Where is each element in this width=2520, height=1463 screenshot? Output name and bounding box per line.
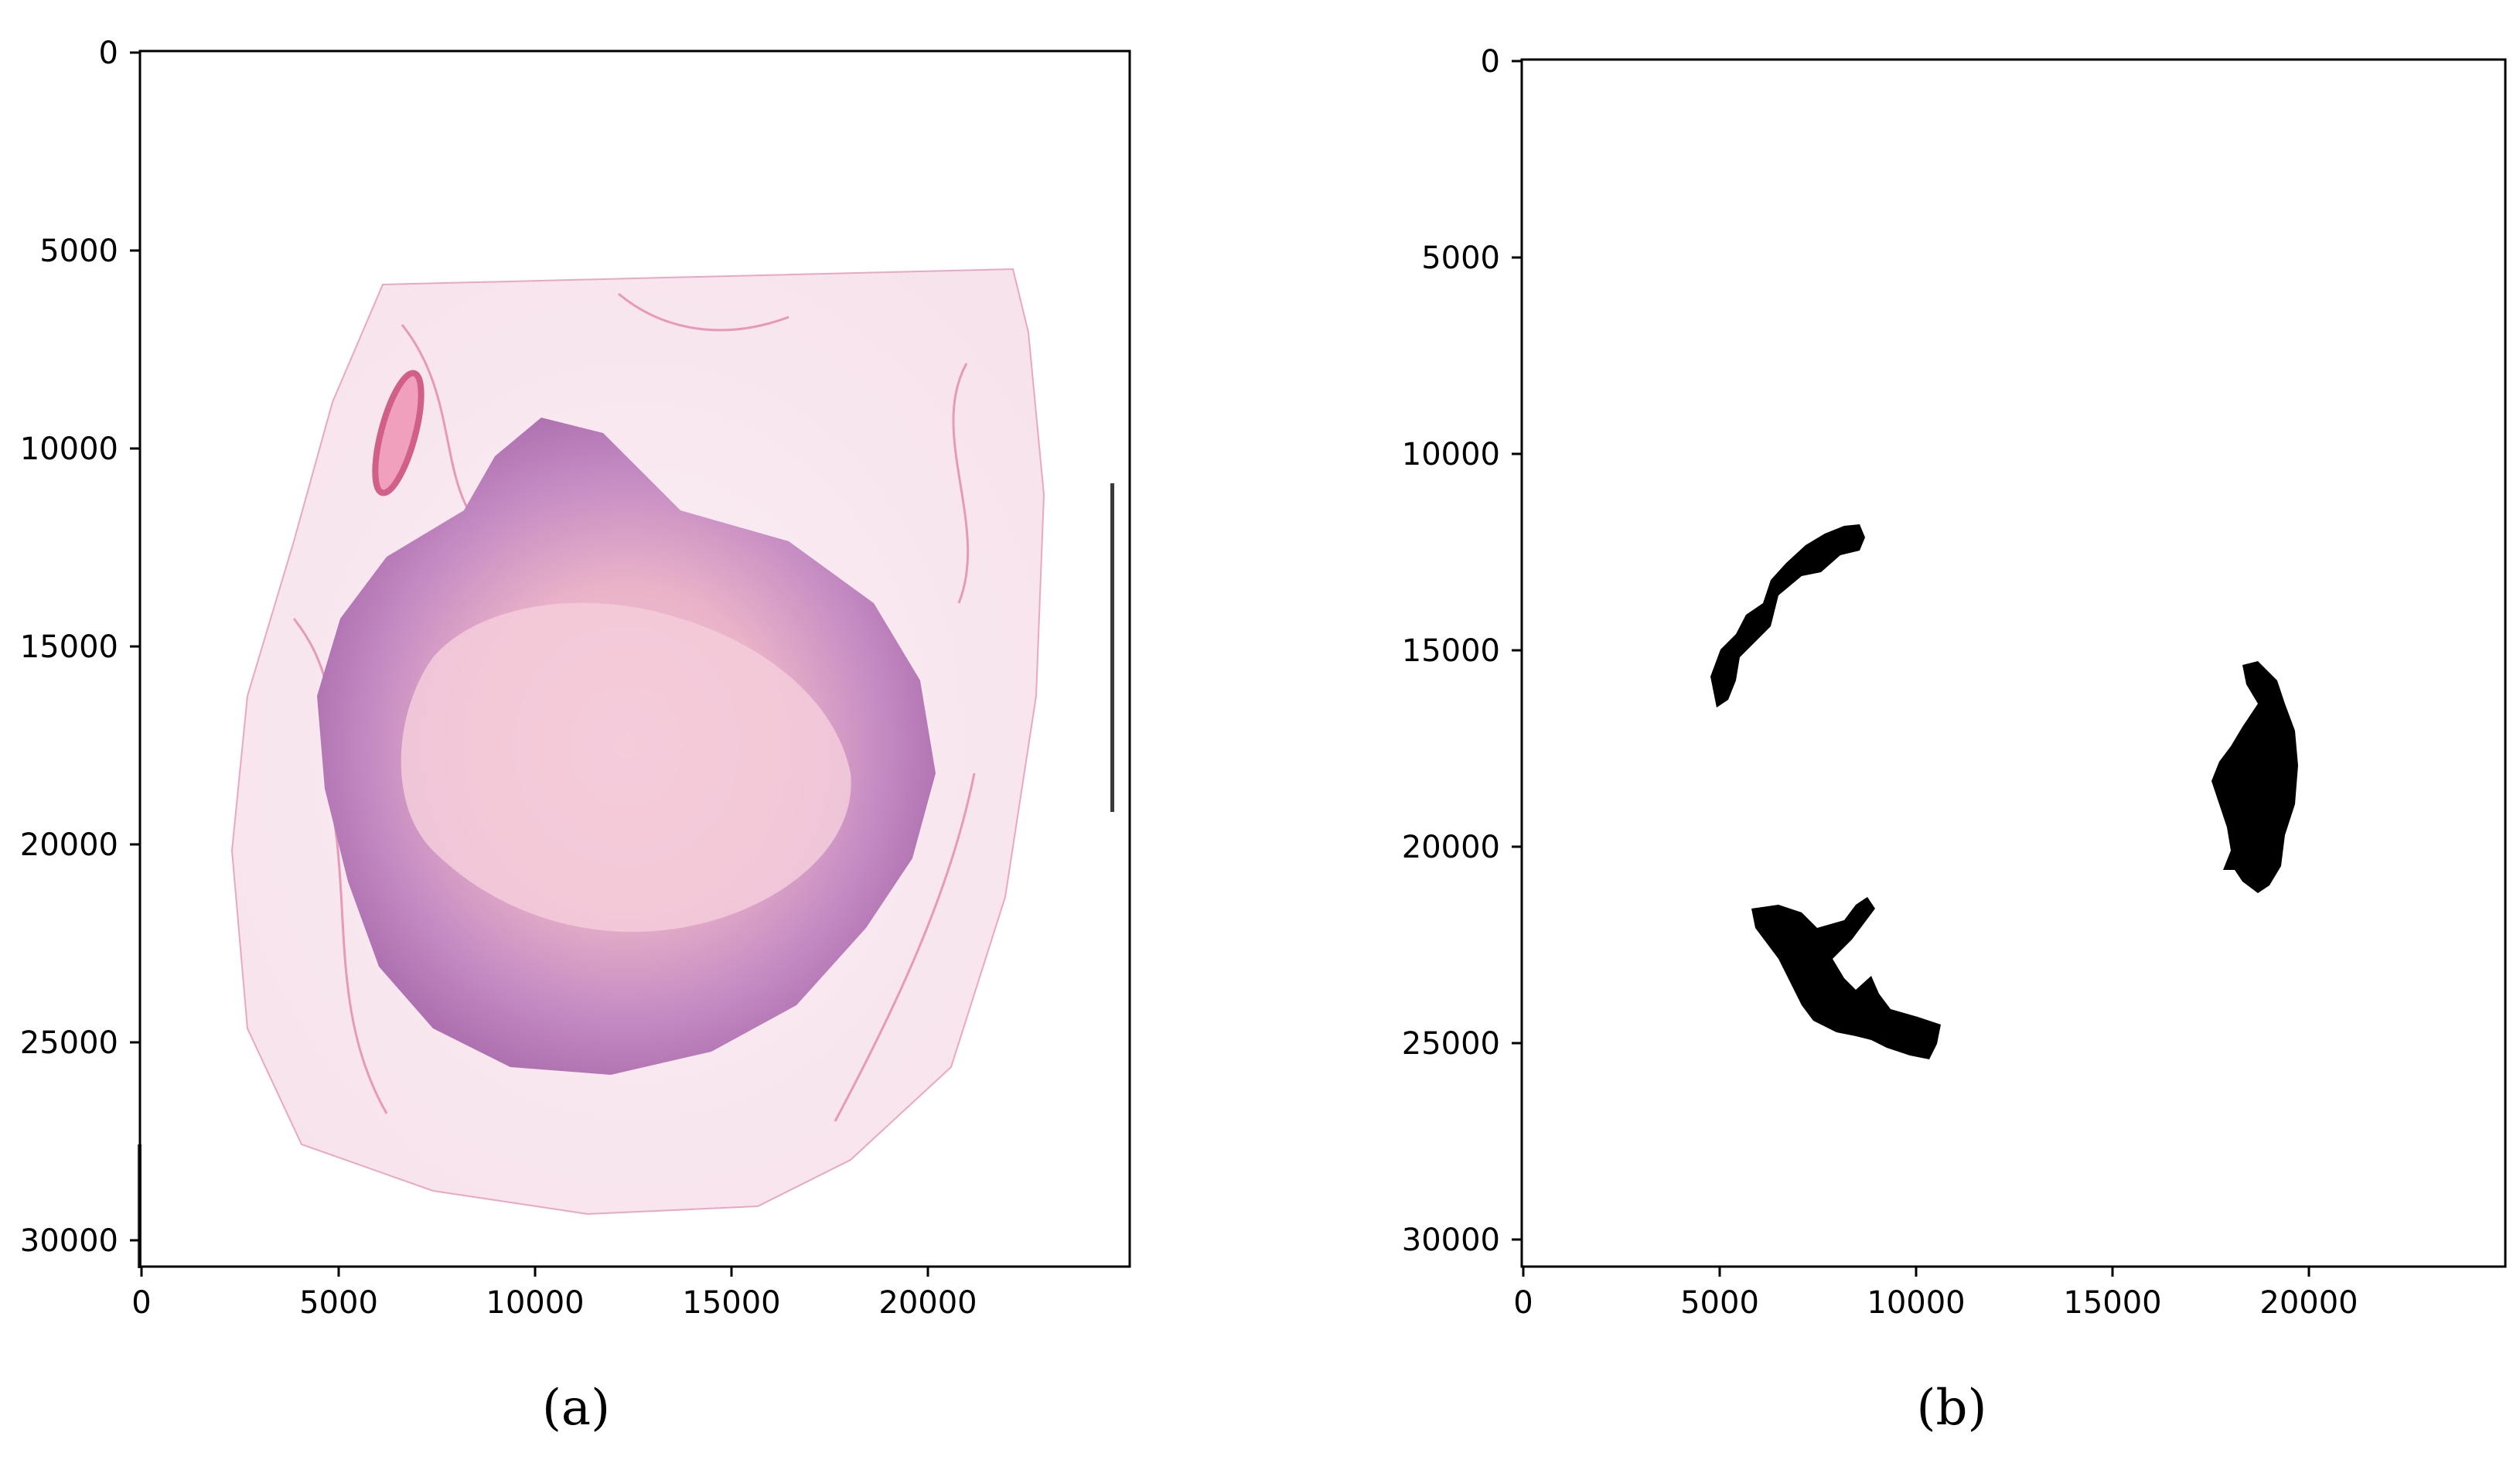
y-tick-label: 10000 [1402,437,1500,472]
caption-b: (b) [1917,1379,1987,1437]
y-tick-label: 10000 [20,431,118,467]
axes-frame-b [1520,58,2507,1268]
x-tick-label: 20000 [2259,1285,2358,1321]
y-tick-label: 25000 [20,1025,118,1061]
y-tick-label: 30000 [1402,1223,1500,1258]
y-tick-label: 5000 [39,234,118,269]
y-tick-labels-a: 0 5000 10000 15000 20000 25000 30000 [20,36,118,1259]
y-tick-label: 0 [1481,44,1500,80]
x-tick-labels-b: 0 5000 10000 15000 20000 [1513,1285,2358,1321]
x-tick-label: 15000 [2063,1285,2161,1321]
y-ticks-b [1512,60,1522,1241]
y-tick-label: 20000 [1402,830,1500,865]
y-tick-label: 20000 [20,827,118,863]
mask-region [1710,524,1865,708]
axes-frame-a [138,49,1131,1268]
x-tick-label: 10000 [1867,1285,1965,1321]
panel-b: 0 5000 10000 15000 20000 25000 30000 0 5… [1402,44,2507,1437]
y-tick-label: 15000 [20,629,118,665]
x-tick-label: 0 [1513,1285,1533,1321]
x-tick-labels-a: 0 5000 10000 15000 20000 [131,1285,977,1321]
mask-region [1751,897,1941,1059]
x-ticks-b [1522,1267,2310,1277]
y-tick-label: 30000 [20,1223,118,1259]
panel-a: 0 5000 10000 15000 20000 25000 30000 0 5… [20,36,1131,1437]
x-tick-label: 20000 [878,1285,977,1321]
y-tick-label: 25000 [1402,1026,1500,1062]
x-tick-label: 5000 [1680,1285,1759,1321]
y-tick-label: 0 [99,36,118,71]
scan-artifact [1110,483,1114,812]
x-tick-label: 0 [131,1285,151,1321]
slide-image [138,268,1114,1268]
x-tick-label: 15000 [682,1285,780,1321]
x-ticks-a [140,1267,929,1277]
tumor-center [401,602,851,933]
mask-region [2211,661,2298,893]
x-tick-label: 10000 [486,1285,584,1321]
y-tick-label: 15000 [1402,633,1500,669]
y-tick-labels-b: 0 5000 10000 15000 20000 25000 30000 [1402,44,1500,1258]
y-ticks-a [130,51,140,1242]
caption-a: (a) [542,1379,610,1437]
y-tick-label: 5000 [1421,240,1500,276]
mask-regions [1710,524,2298,1059]
x-tick-label: 5000 [299,1285,378,1321]
vessel [372,370,425,496]
